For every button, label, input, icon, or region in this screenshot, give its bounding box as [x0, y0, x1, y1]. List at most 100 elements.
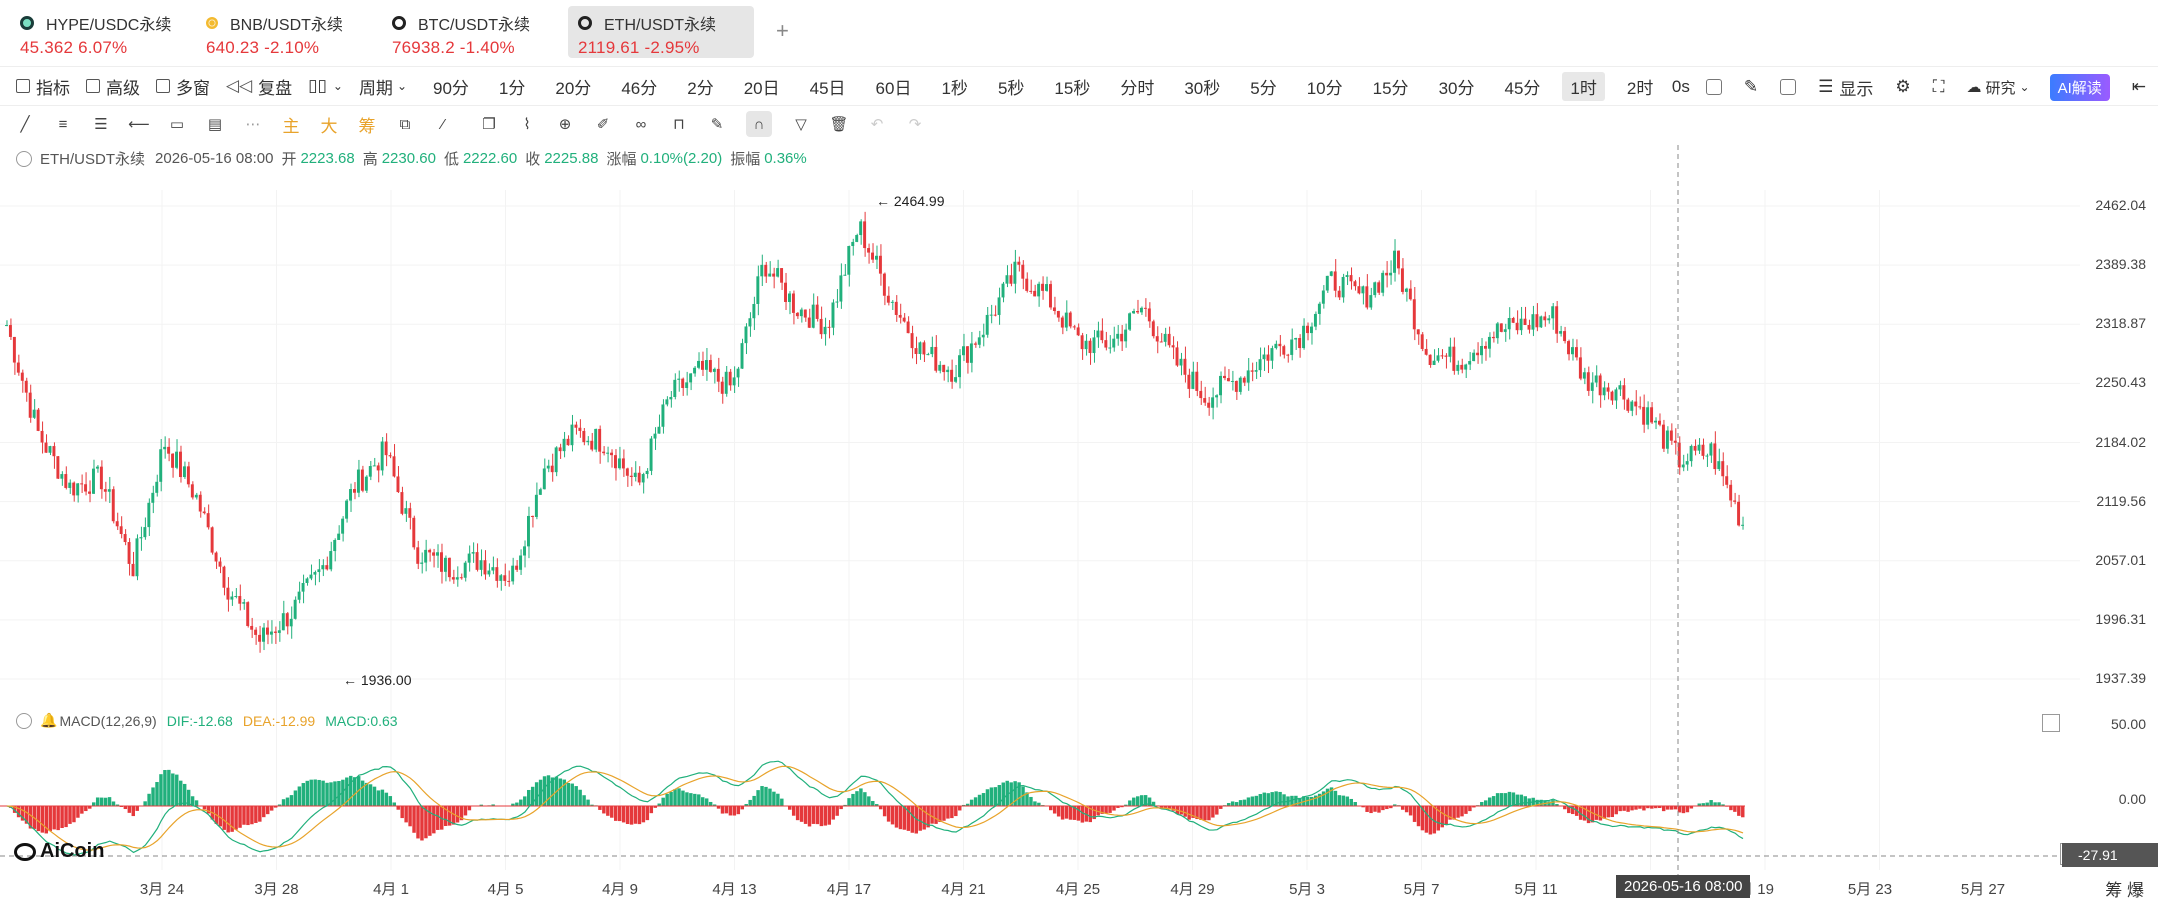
- macd-bar: [1345, 796, 1350, 806]
- horizontal-lines-icon[interactable]: ☰: [94, 116, 108, 133]
- candle-body: [1681, 464, 1685, 468]
- chevron-circle-icon[interactable]: [16, 712, 32, 729]
- link-icon[interactable]: ∞: [635, 115, 647, 133]
- period-6[interactable]: 45日: [809, 78, 846, 98]
- macd-bar: [969, 799, 974, 806]
- period-7[interactable]: 60日: [875, 78, 912, 98]
- macd-bar: [1567, 806, 1571, 814]
- bell-icon[interactable]: 🔔: [40, 712, 58, 728]
- candle-body: [404, 508, 408, 514]
- candle-body: [119, 526, 123, 535]
- period-5[interactable]: 20日: [743, 78, 780, 98]
- edit-box-icon[interactable]: ✎: [710, 116, 724, 133]
- lock-icon[interactable]: ⊓: [673, 116, 685, 133]
- macd-bar: [1171, 806, 1176, 811]
- period-0[interactable]: 90分: [433, 78, 469, 98]
- fullscreen-icon[interactable]: ⛶: [1932, 77, 1945, 96]
- zoom-icon[interactable]: ⊕: [558, 116, 572, 133]
- candle-body: [1650, 407, 1654, 423]
- candle-body: [1199, 390, 1203, 399]
- period-15[interactable]: 15分: [1372, 78, 1409, 98]
- chips-liquidation-buttons[interactable]: 筹 爆: [2105, 881, 2144, 900]
- period-list: 90分 1分 20分 46分 2分 20日 45日 60日 1秒 5秒 15秒 分时 30秒 5分 10分 1…: [433, 71, 1683, 101]
- share-icon[interactable]: [1780, 79, 1797, 95]
- display-button[interactable]: ☰ 显示: [1818, 75, 1873, 100]
- tab-symbol: HYPE/USDC永续: [46, 17, 172, 34]
- period-1[interactable]: 1分: [498, 78, 526, 98]
- macd-bar: [24, 806, 29, 824]
- trash-icon[interactable]: 🗑: [829, 116, 849, 133]
- period-3[interactable]: 46分: [621, 78, 658, 98]
- period-13[interactable]: 5分: [1250, 78, 1277, 98]
- period-14[interactable]: 10分: [1306, 78, 1343, 98]
- ruler-icon[interactable]: ⌇: [523, 116, 531, 133]
- period-11[interactable]: 分时: [1120, 78, 1155, 98]
- period-18[interactable]: 1时: [1562, 71, 1605, 101]
- ticker-tab-btc[interactable]: BTC/USDT永续 76938.2 -1.40%: [382, 6, 568, 58]
- macd-bar: [436, 806, 440, 830]
- brush-icon[interactable]: ✐: [596, 116, 610, 133]
- research-button[interactable]: ☁ 研究 ⌄: [1966, 77, 2029, 98]
- macd-bar: [131, 806, 135, 817]
- magnet-snap-icon[interactable]: ∩: [746, 111, 772, 137]
- copy-icon[interactable]: ❐: [482, 116, 496, 133]
- camera-icon[interactable]: [1705, 79, 1722, 95]
- period-2[interactable]: 20分: [555, 78, 592, 98]
- macd-bar: [1029, 796, 1033, 806]
- macd-bar: [1543, 800, 1547, 806]
- period-4[interactable]: 2分: [687, 78, 714, 98]
- period-17[interactable]: 45分: [1504, 78, 1541, 98]
- trend-line-icon[interactable]: ╱: [20, 116, 30, 133]
- macd-bar: [1223, 805, 1227, 806]
- period-10[interactable]: 15秒: [1054, 78, 1091, 98]
- replay-button[interactable]: ◁◁ 复盘: [226, 74, 292, 99]
- measure-icon[interactable]: ⁄: [441, 115, 445, 133]
- period-dropdown[interactable]: 周期 ⌄: [359, 74, 407, 99]
- macd-bar: [1179, 806, 1183, 815]
- advanced-button[interactable]: 高级: [86, 74, 140, 99]
- undo-icon[interactable]: ↶: [870, 116, 884, 133]
- parallel-lines-icon[interactable]: ≡: [58, 115, 68, 133]
- macd-bar: [681, 790, 685, 806]
- chips-icon[interactable]: 筹: [358, 116, 376, 136]
- horizontal-ray-icon[interactable]: ⟵: [128, 116, 150, 133]
- ticker-tab-hype[interactable]: HYPE/USDC永续 45.362 6.07%: [10, 6, 196, 58]
- period-8[interactable]: 1秒: [941, 78, 968, 98]
- candle-body: [550, 465, 554, 473]
- candle-body: [1665, 430, 1669, 449]
- add-tab-button[interactable]: +: [776, 18, 789, 43]
- period-16[interactable]: 30分: [1438, 78, 1475, 98]
- macd-bar: [720, 806, 725, 814]
- period-12[interactable]: 30秒: [1184, 78, 1221, 98]
- indicators-button[interactable]: 指标: [16, 74, 70, 99]
- chevron-circle-icon[interactable]: [16, 150, 32, 167]
- macd-bar: [1531, 797, 1535, 806]
- candle-body: [538, 489, 542, 495]
- filter-icon[interactable]: ▽: [795, 116, 807, 133]
- chart-type-button[interactable]: ▯▯ ⌄: [308, 76, 343, 96]
- macd-bar: [159, 774, 163, 806]
- rectangle-icon[interactable]: ▭: [169, 116, 185, 133]
- ticker-tab-eth[interactable]: ETH/USDT永续 2119.61 -2.95%: [568, 6, 754, 58]
- collapse-icon[interactable]: ⇤: [2131, 77, 2146, 96]
- settings-gear-icon[interactable]: ⚙: [1895, 77, 1911, 96]
- tab-symbol: BTC/USDT永续: [418, 17, 531, 34]
- redo-icon[interactable]: ↷: [908, 116, 922, 133]
- ai-analysis-button[interactable]: AI解读: [2049, 73, 2110, 101]
- multi-window-button[interactable]: 多窗: [156, 74, 210, 99]
- expand-pane-icon[interactable]: [2042, 714, 2060, 732]
- ticker-tab-bnb[interactable]: BNB/USDT永续 640.23 -2.10%: [196, 6, 382, 58]
- magnet-icon[interactable]: ⧉: [399, 115, 411, 133]
- big-order-icon[interactable]: 大: [320, 116, 338, 136]
- period-19[interactable]: 2时: [1626, 78, 1654, 98]
- macd-bar: [1397, 805, 1401, 806]
- period-9[interactable]: 5秒: [997, 78, 1025, 98]
- candle-body: [56, 456, 60, 479]
- fib-icon[interactable]: ▤: [207, 116, 223, 133]
- main-chart-icon[interactable]: 主: [282, 116, 300, 136]
- candle-body: [273, 631, 277, 633]
- more-tools-icon[interactable]: ⋯: [245, 116, 261, 133]
- pencil-icon[interactable]: ✎: [1743, 77, 1759, 96]
- macd-bar: [1448, 806, 1452, 820]
- candle-body: [1341, 276, 1345, 298]
